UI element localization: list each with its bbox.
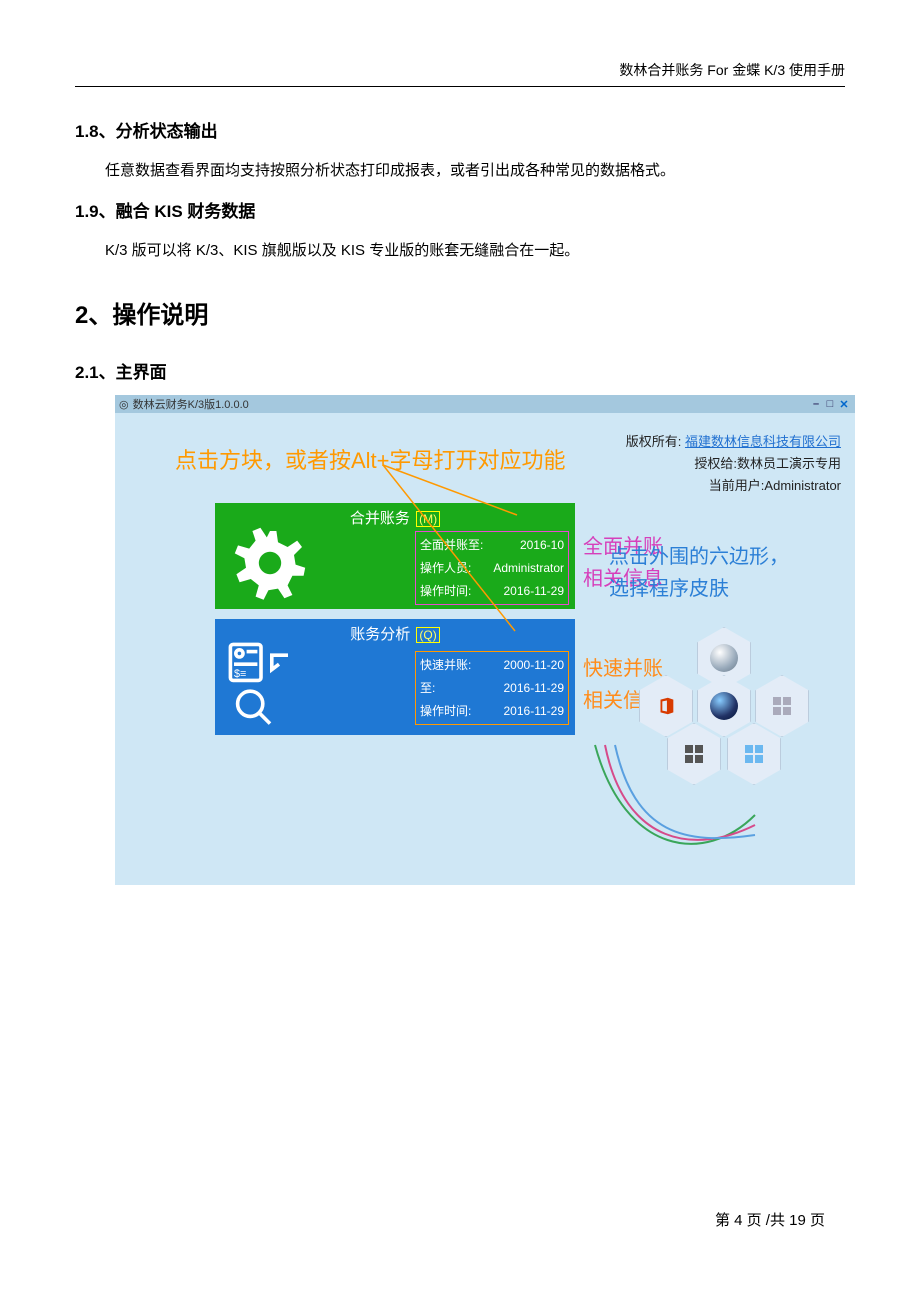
skin-hex-5[interactable] bbox=[667, 723, 721, 785]
merge-accounts-tile[interactable]: 合并账务 (M) 全面并账至: 2016-10 操作人员: Administrato… bbox=[215, 503, 575, 609]
section-2-title: 2、操作说明 bbox=[75, 295, 845, 330]
top-hint-text: 点击方块，或者按Alt+字母打开对应功能 bbox=[175, 443, 566, 475]
analysis-row1-v: 2016-11-29 bbox=[504, 677, 565, 700]
analysis-row2-k: 操作时间: bbox=[420, 700, 471, 723]
running-title-text: 数林合并账务 For 金蝶 K/3 使用手册 bbox=[619, 62, 845, 78]
merge-shortcut-badge: (M) bbox=[416, 511, 440, 527]
annotation-blue-l2: 选择程序皮肤 bbox=[609, 573, 789, 605]
merge-tile-title: 合并账务 bbox=[350, 510, 410, 527]
merge-row0-v: 2016-10 bbox=[520, 534, 564, 557]
annotation-blue-l1: 点击外围的六边形， bbox=[609, 541, 789, 573]
merge-row2-v: 2016-11-29 bbox=[504, 580, 565, 603]
skin-hex-2[interactable] bbox=[639, 675, 693, 737]
analysis-row1-k: 至: bbox=[420, 677, 435, 700]
analysis-row0-v: 2000-11-20 bbox=[504, 654, 565, 677]
running-header: 数林合并账务 For 金蝶 K/3 使用手册 bbox=[75, 60, 845, 87]
footer-total: 19 bbox=[789, 1212, 806, 1229]
section-1-8-title: 1.8、分析状态输出 bbox=[75, 117, 845, 142]
section-1-9-title: 1.9、融合 KIS 财务数据 bbox=[75, 197, 845, 222]
merge-row0-k: 全面并账至: bbox=[420, 534, 483, 557]
copyright-block: 版权所有: 福建数林信息科技有限公司 授权给:数林员工演示专用 当前用户:Adm… bbox=[626, 431, 841, 497]
page-footer: 第 4 页 /共 19 页 bbox=[715, 1209, 825, 1230]
minimize-button[interactable]: – bbox=[809, 398, 823, 410]
footer-suffix: 页 bbox=[806, 1212, 825, 1229]
grid-icon bbox=[772, 696, 792, 716]
merge-row1-v: Administrator bbox=[493, 557, 564, 580]
maximize-button[interactable]: □ bbox=[823, 398, 837, 410]
grid-blue-icon bbox=[744, 744, 764, 764]
skin-hex-3[interactable] bbox=[697, 675, 751, 737]
svg-text:$≡: $≡ bbox=[234, 668, 246, 680]
window-titlebar: ◎ 数林云财务K/3版1.0.0.0 – □ ✕ bbox=[115, 395, 855, 413]
analysis-info-box: 快速并账: 2000-11-20 至: 2016-11-29 操作时间: 2016-1… bbox=[415, 651, 569, 725]
office-icon bbox=[655, 695, 677, 717]
close-button[interactable]: ✕ bbox=[837, 398, 851, 411]
authorized-value: 数林员工演示专用 bbox=[737, 456, 841, 471]
analysis-tile[interactable]: 账务分析 (Q) $≡ 快 bbox=[215, 619, 575, 735]
authorized-label: 授权给: bbox=[694, 456, 737, 471]
current-user-label: 当前用户: bbox=[709, 478, 765, 493]
analysis-row0-k: 快速并账: bbox=[420, 654, 471, 677]
app-logo-icon: ◎ bbox=[119, 398, 129, 411]
report-icon: $≡ bbox=[225, 639, 325, 719]
skin-hex-cluster bbox=[609, 627, 839, 857]
skin-hex-6[interactable] bbox=[727, 723, 781, 785]
footer-prefix: 第 bbox=[715, 1212, 734, 1229]
footer-mid: 页 /共 bbox=[742, 1212, 789, 1229]
annotation-blue: 点击外围的六边形， 选择程序皮肤 bbox=[609, 541, 789, 605]
merge-row2-k: 操作时间: bbox=[420, 580, 471, 603]
app-screenshot: ◎ 数林云财务K/3版1.0.0.0 – □ ✕ 点击方块，或者按Alt+字母打… bbox=[115, 395, 855, 885]
analysis-shortcut-badge: (Q) bbox=[416, 627, 439, 643]
merge-row1-k: 操作人员: bbox=[420, 557, 471, 580]
gear-icon bbox=[225, 523, 325, 603]
analysis-row2-v: 2016-11-29 bbox=[504, 700, 565, 723]
copyright-label: 版权所有: bbox=[626, 434, 682, 449]
company-link[interactable]: 福建数林信息科技有限公司 bbox=[685, 434, 841, 449]
skin-hex-4[interactable] bbox=[755, 675, 809, 737]
window-title-text: 数林云财务K/3版1.0.0.0 bbox=[133, 396, 249, 412]
current-user-value: Administrator bbox=[764, 478, 841, 493]
analysis-tile-title: 账务分析 bbox=[350, 626, 410, 643]
grid-dark-icon bbox=[684, 744, 704, 764]
merge-info-box: 全面并账至: 2016-10 操作人员: Administrator 操作时间: 20… bbox=[415, 531, 569, 605]
section-2-1-title: 2.1、主界面 bbox=[75, 358, 845, 383]
section-1-8-body: 任意数据查看界面均支持按照分析状态打印成报表，或者引出成各种常见的数据格式。 bbox=[75, 154, 845, 187]
section-1-9-body: K/3 版可以将 K/3、KIS 旗舰版以及 KIS 专业版的账套无缝融合在一起… bbox=[75, 234, 845, 267]
